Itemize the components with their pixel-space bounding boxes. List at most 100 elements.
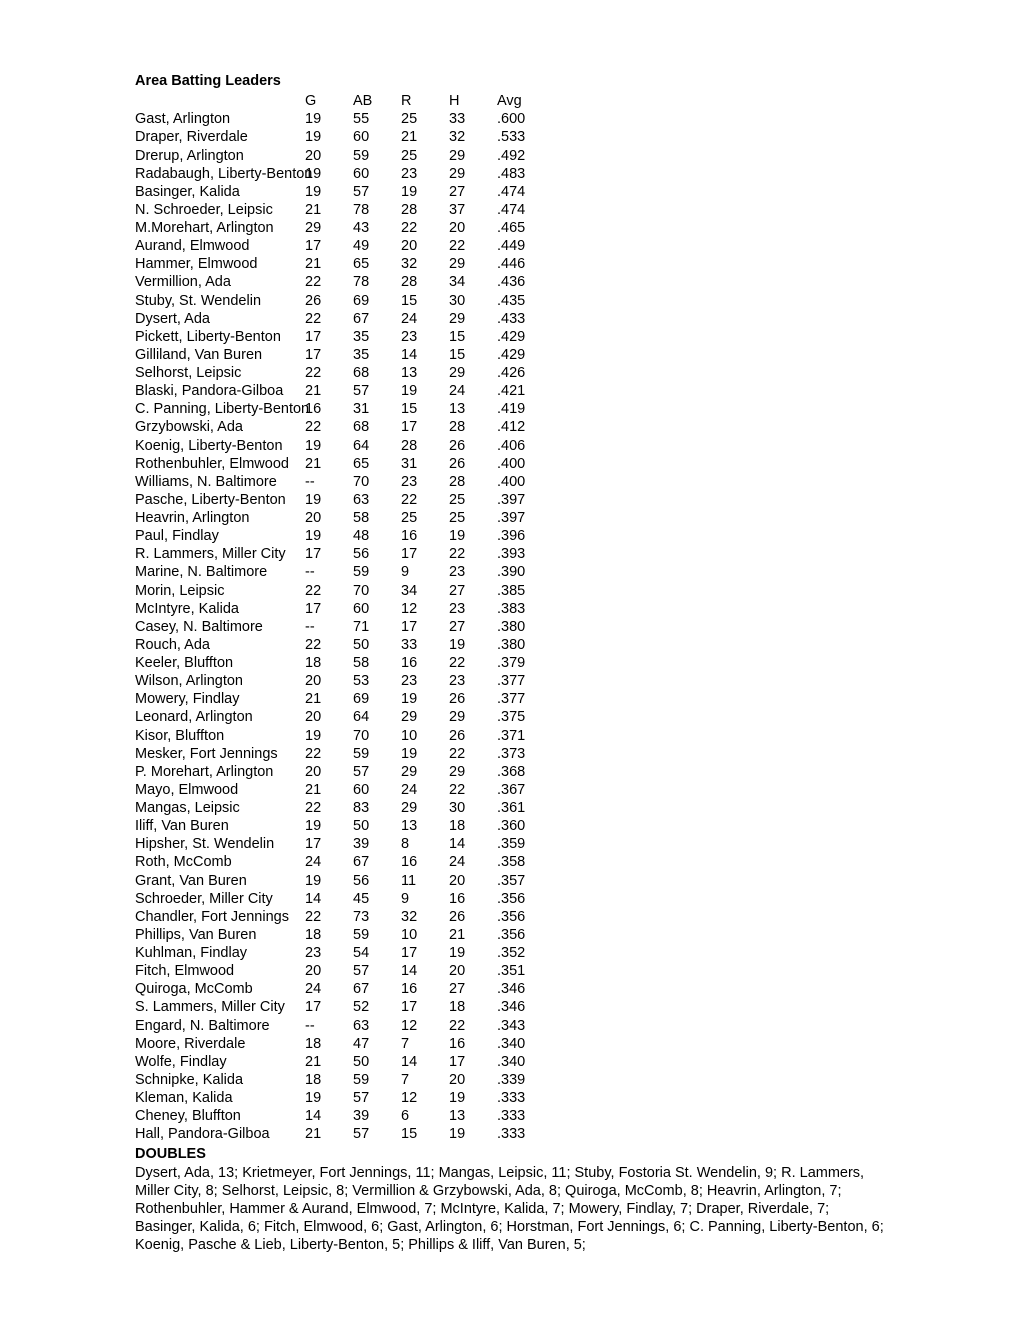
- cell-avg: .375: [497, 708, 555, 726]
- cell-r: 23: [401, 672, 449, 690]
- cell-g: 22: [305, 364, 353, 382]
- cell-ab: 57: [353, 183, 401, 201]
- cell-avg: .379: [497, 654, 555, 672]
- cell-name: Hall, Pandora-Gilboa: [135, 1125, 305, 1143]
- cell-avg: .390: [497, 563, 555, 581]
- cell-g: 24: [305, 980, 353, 998]
- table-header-row: G AB R H Avg: [135, 92, 885, 110]
- table-row: Iliff, Van Buren19501318.360: [135, 817, 885, 835]
- cell-h: 13: [449, 1107, 497, 1125]
- cell-name: Gast, Arlington: [135, 110, 305, 128]
- cell-name: Drerup, Arlington: [135, 147, 305, 165]
- cell-ab: 57: [353, 1125, 401, 1143]
- cell-avg: .435: [497, 292, 555, 310]
- cell-h: 20: [449, 1071, 497, 1089]
- cell-r: 19: [401, 183, 449, 201]
- cell-g: 18: [305, 1035, 353, 1053]
- cell-avg: .385: [497, 582, 555, 600]
- cell-name: Dysert, Ada: [135, 310, 305, 328]
- cell-g: 19: [305, 128, 353, 146]
- cell-g: 21: [305, 781, 353, 799]
- cell-ab: 64: [353, 437, 401, 455]
- cell-g: 22: [305, 582, 353, 600]
- cell-g: 19: [305, 110, 353, 128]
- cell-name: S. Lammers, Miller City: [135, 998, 305, 1016]
- cell-g: 17: [305, 237, 353, 255]
- cell-ab: 67: [353, 980, 401, 998]
- cell-g: 21: [305, 455, 353, 473]
- cell-name: Fitch, Elmwood: [135, 962, 305, 980]
- table-row: Draper, Riverdale19602132.533: [135, 128, 885, 146]
- cell-h: 33: [449, 110, 497, 128]
- cell-g: 22: [305, 745, 353, 763]
- table-row: Radabaugh, Liberty-Benton19602329.483: [135, 165, 885, 183]
- cell-avg: .383: [497, 600, 555, 618]
- cell-g: 20: [305, 509, 353, 527]
- cell-r: 25: [401, 509, 449, 527]
- cell-name: Kuhlman, Findlay: [135, 944, 305, 962]
- cell-name: Phillips, Van Buren: [135, 926, 305, 944]
- cell-name: Morin, Leipsic: [135, 582, 305, 600]
- cell-r: 25: [401, 110, 449, 128]
- cell-h: 29: [449, 364, 497, 382]
- cell-name: Chandler, Fort Jennings: [135, 908, 305, 926]
- table-row: Stuby, St. Wendelin26691530.435: [135, 292, 885, 310]
- cell-g: 20: [305, 962, 353, 980]
- cell-r: 28: [401, 273, 449, 291]
- cell-g: --: [305, 1017, 353, 1035]
- cell-g: 22: [305, 273, 353, 291]
- cell-g: 20: [305, 763, 353, 781]
- cell-name: C. Panning, Liberty-Benton: [135, 400, 305, 418]
- cell-h: 29: [449, 165, 497, 183]
- doubles-paragraph: Dysert, Ada, 13; Krietmeyer, Fort Jennin…: [135, 1164, 885, 1255]
- cell-r: 7: [401, 1035, 449, 1053]
- cell-name: Marine, N. Baltimore: [135, 563, 305, 581]
- table-row: Rothenbuhler, Elmwood21653126.400: [135, 455, 885, 473]
- cell-h: 26: [449, 437, 497, 455]
- cell-g: 22: [305, 799, 353, 817]
- cell-h: 23: [449, 563, 497, 581]
- cell-ab: 55: [353, 110, 401, 128]
- cell-avg: .492: [497, 147, 555, 165]
- cell-name: Basinger, Kalida: [135, 183, 305, 201]
- cell-name: Grant, Van Buren: [135, 872, 305, 890]
- cell-ab: 70: [353, 473, 401, 491]
- cell-name: Cheney, Bluffton: [135, 1107, 305, 1125]
- table-row: Paul, Findlay19481619.396: [135, 527, 885, 545]
- cell-g: 24: [305, 853, 353, 871]
- cell-avg: .356: [497, 926, 555, 944]
- cell-name: Schnipke, Kalida: [135, 1071, 305, 1089]
- cell-avg: .412: [497, 418, 555, 436]
- cell-g: 20: [305, 672, 353, 690]
- cell-ab: 65: [353, 455, 401, 473]
- table-row: Chandler, Fort Jennings22733226.356: [135, 908, 885, 926]
- cell-h: 20: [449, 962, 497, 980]
- cell-g: 26: [305, 292, 353, 310]
- cell-name: Iliff, Van Buren: [135, 817, 305, 835]
- cell-ab: 63: [353, 1017, 401, 1035]
- cell-avg: .397: [497, 509, 555, 527]
- cell-g: 16: [305, 400, 353, 418]
- cell-name: R. Lammers, Miller City: [135, 545, 305, 563]
- table-row: Fitch, Elmwood20571420.351: [135, 962, 885, 980]
- cell-g: 21: [305, 1125, 353, 1143]
- table-row: M.Morehart, Arlington29432220.465: [135, 219, 885, 237]
- cell-ab: 69: [353, 690, 401, 708]
- cell-name: Keeler, Bluffton: [135, 654, 305, 672]
- cell-avg: .351: [497, 962, 555, 980]
- cell-r: 32: [401, 908, 449, 926]
- cell-ab: 57: [353, 763, 401, 781]
- col-header-g: G: [305, 92, 353, 110]
- cell-avg: .429: [497, 346, 555, 364]
- cell-name: Wolfe, Findlay: [135, 1053, 305, 1071]
- cell-h: 27: [449, 618, 497, 636]
- cell-h: 27: [449, 582, 497, 600]
- table-row: Blaski, Pandora-Gilboa21571924.421: [135, 382, 885, 400]
- cell-name: Schroeder, Miller City: [135, 890, 305, 908]
- cell-ab: 71: [353, 618, 401, 636]
- cell-ab: 39: [353, 835, 401, 853]
- cell-g: 17: [305, 998, 353, 1016]
- cell-h: 26: [449, 455, 497, 473]
- cell-ab: 47: [353, 1035, 401, 1053]
- table-row: Rouch, Ada22503319.380: [135, 636, 885, 654]
